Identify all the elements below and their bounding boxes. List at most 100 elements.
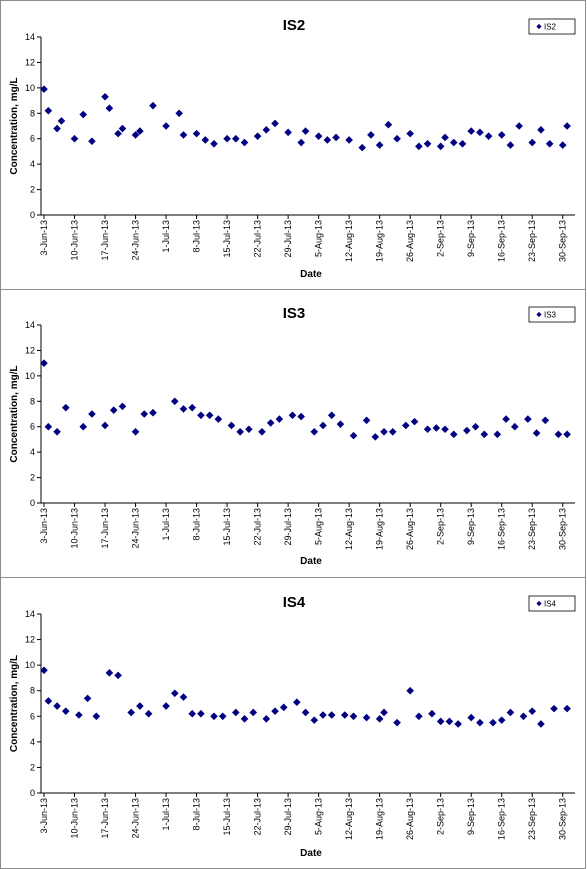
data-point [532, 429, 541, 437]
data-point [240, 138, 249, 147]
data-point [558, 141, 567, 149]
data-point [262, 126, 271, 134]
data-point [118, 124, 127, 133]
data-point [179, 131, 188, 139]
y-tick-label: 10 [25, 83, 35, 93]
data-point [415, 712, 423, 721]
data-point [88, 410, 96, 418]
x-tick-label: 29-Jul-13 [283, 220, 293, 258]
data-point [127, 708, 135, 717]
data-point [92, 712, 101, 721]
data-point [79, 422, 88, 431]
data-point [476, 128, 484, 137]
data-point [358, 143, 367, 152]
data-point [179, 405, 188, 413]
x-tick-label: 26-Aug-13 [405, 798, 415, 840]
data-point [53, 124, 61, 133]
data-point [375, 141, 384, 149]
data-point [384, 120, 393, 129]
y-tick-label: 6 [30, 711, 35, 721]
chart-panel-is3: IS3 0 2 4 6 8 10 12 14 3-Jun-13 10-Jun-13 17-Jun-… [0, 289, 586, 578]
y-tick-label: 12 [25, 635, 35, 645]
legend: IS2 [528, 18, 576, 35]
data-point [223, 134, 231, 143]
data-point [336, 420, 345, 428]
data-point [188, 403, 197, 412]
x-tick-label: 19-Aug-13 [375, 220, 385, 262]
data-point [40, 666, 48, 675]
data-point [375, 715, 384, 723]
data-point [340, 711, 349, 719]
data-point [44, 106, 53, 115]
data-point [484, 132, 493, 140]
chart-svg: IS2 0 2 4 6 8 10 12 14 3-Jun-13 10-Jun-13 17-Jun-… [9, 17, 576, 280]
data-point [109, 406, 118, 414]
x-tick-label: 24-Jun-13 [131, 798, 141, 839]
data-point [227, 421, 236, 430]
data-point [101, 421, 109, 430]
data-point [349, 712, 358, 721]
data-point [349, 431, 358, 440]
x-tick-label: 30-Sep-13 [558, 798, 568, 840]
data-point [175, 109, 183, 118]
x-axis-label: Date [300, 269, 322, 280]
data-point [332, 133, 340, 142]
y-tick-label: 8 [30, 396, 35, 406]
data-point [458, 140, 467, 148]
data-point [232, 134, 240, 143]
x-axis-ticks: 3-Jun-13 10-Jun-13 17-Jun-13 24-Jun-13 1-Jul… [39, 503, 568, 550]
data-point [388, 428, 397, 436]
data-point [441, 425, 449, 434]
y-tick-label: 6 [30, 134, 35, 144]
legend: IS3 [528, 306, 576, 323]
data-point [162, 122, 170, 130]
data-point [131, 428, 140, 436]
x-tick-label: 2-Sep-13 [436, 798, 446, 835]
data-point [249, 708, 258, 717]
data-point [88, 137, 96, 146]
y-tick-label: 2 [30, 762, 35, 772]
data-point [114, 129, 122, 138]
data-point [449, 138, 458, 147]
data-point [319, 711, 327, 719]
data-point [136, 702, 144, 710]
data-point [44, 422, 53, 431]
y-tick-label: 12 [25, 345, 35, 355]
x-tick-label: 23-Sep-13 [527, 220, 537, 262]
x-tick-label: 1-Jul-13 [161, 508, 171, 541]
data-point [550, 704, 558, 713]
data-point [149, 101, 157, 110]
chart-svg: IS3 0 2 4 6 8 10 12 14 3-Jun-13 10-Jun-13 17-Jun-… [9, 305, 576, 567]
data-point [467, 127, 475, 135]
legend-label: IS4 [544, 600, 557, 609]
data-point [75, 711, 83, 719]
data-point [297, 412, 305, 421]
y-tick-label: 2 [30, 185, 35, 195]
data-point [149, 408, 157, 417]
x-tick-label: 26-Aug-13 [405, 220, 415, 262]
x-axis-label: Date [300, 556, 322, 567]
data-point [188, 709, 197, 718]
data-points [40, 85, 571, 152]
data-point [319, 421, 327, 430]
data-points [40, 666, 571, 728]
data-point [528, 138, 537, 147]
x-tick-label: 12-Aug-13 [344, 220, 354, 262]
data-point [406, 686, 414, 695]
data-point [402, 421, 410, 430]
y-axis-ticks: 0 2 4 6 8 10 12 14 [25, 32, 41, 220]
data-point [449, 430, 458, 439]
data-point [563, 704, 571, 713]
data-point [393, 718, 401, 727]
chart-title: IS3 [283, 305, 306, 322]
y-axis-label: Concentration, mg/L [9, 365, 20, 462]
data-point [506, 141, 515, 149]
data-point [489, 718, 497, 727]
data-point [445, 717, 454, 726]
y-tick-label: 0 [30, 498, 35, 508]
chart-panel-is4: IS4 0 2 4 6 8 10 12 14 3-Jun-13 10-Jun-13 17-Jun-… [0, 577, 586, 869]
y-tick-label: 6 [30, 422, 35, 432]
data-point [301, 127, 310, 135]
x-tick-label: 12-Aug-13 [344, 508, 354, 550]
data-point [463, 426, 471, 435]
